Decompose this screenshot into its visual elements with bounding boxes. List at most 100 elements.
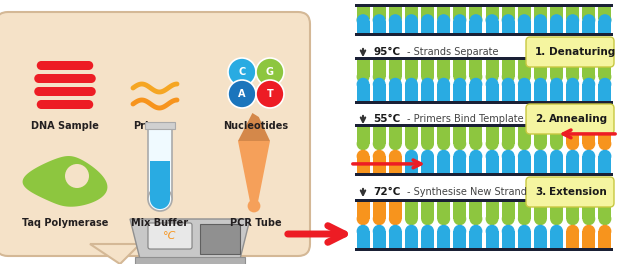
Bar: [534, 156, 547, 173]
Circle shape: [598, 212, 611, 225]
Circle shape: [228, 80, 256, 108]
Circle shape: [356, 70, 370, 83]
Bar: [437, 21, 450, 33]
Bar: [38, 87, 91, 96]
Bar: [485, 7, 498, 19]
Circle shape: [534, 212, 547, 225]
Text: PCR Tube: PCR Tube: [230, 218, 282, 228]
FancyBboxPatch shape: [0, 12, 310, 256]
Bar: [356, 60, 370, 77]
Bar: [534, 231, 547, 248]
Circle shape: [453, 14, 466, 27]
Bar: [485, 127, 498, 144]
Circle shape: [469, 70, 482, 83]
Circle shape: [550, 212, 563, 225]
Bar: [598, 84, 611, 101]
Bar: [550, 60, 563, 77]
Circle shape: [256, 58, 284, 86]
Text: Primers: Primers: [134, 121, 176, 131]
Circle shape: [437, 78, 450, 91]
Bar: [598, 60, 611, 77]
Text: DNA Sample: DNA Sample: [31, 121, 99, 131]
Circle shape: [356, 78, 370, 91]
Circle shape: [485, 70, 498, 83]
Bar: [502, 156, 515, 173]
Bar: [405, 156, 418, 173]
Circle shape: [566, 225, 579, 238]
Text: T: T: [267, 89, 273, 99]
Text: 95°C: 95°C: [373, 47, 400, 57]
Text: Mix Buffer: Mix Buffer: [131, 218, 188, 228]
Bar: [453, 60, 466, 77]
Text: Denaturing: Denaturing: [549, 47, 615, 57]
Circle shape: [421, 150, 434, 163]
Bar: [550, 7, 563, 19]
Circle shape: [582, 78, 595, 91]
Bar: [453, 202, 466, 219]
Bar: [355, 173, 613, 176]
Circle shape: [453, 150, 466, 163]
Circle shape: [598, 225, 611, 238]
Text: A: A: [238, 89, 246, 99]
Circle shape: [421, 70, 434, 83]
Circle shape: [373, 137, 386, 150]
Text: 2.: 2.: [535, 114, 546, 124]
Bar: [405, 84, 418, 101]
Bar: [356, 7, 370, 19]
Bar: [389, 202, 402, 219]
Bar: [437, 84, 450, 101]
Bar: [518, 60, 531, 77]
Circle shape: [389, 150, 402, 163]
Circle shape: [373, 78, 386, 91]
Bar: [421, 7, 434, 19]
Bar: [135, 257, 245, 264]
Bar: [200, 224, 240, 254]
Polygon shape: [22, 156, 107, 207]
Bar: [518, 21, 531, 33]
Bar: [356, 21, 370, 33]
Circle shape: [405, 14, 418, 27]
Bar: [355, 199, 613, 202]
Bar: [148, 129, 172, 199]
Circle shape: [598, 137, 611, 150]
Circle shape: [373, 70, 386, 83]
Bar: [421, 21, 434, 33]
Bar: [437, 127, 450, 144]
Circle shape: [356, 225, 370, 238]
Bar: [437, 202, 450, 219]
Bar: [582, 156, 595, 173]
Circle shape: [421, 78, 434, 91]
Text: - Synthesise New Strand: - Synthesise New Strand: [407, 187, 527, 197]
Circle shape: [37, 100, 46, 109]
Bar: [534, 202, 547, 219]
Bar: [373, 84, 386, 101]
Bar: [598, 156, 611, 173]
Bar: [469, 127, 482, 144]
Bar: [518, 202, 531, 219]
Bar: [485, 84, 498, 101]
Bar: [355, 101, 613, 104]
Circle shape: [518, 150, 531, 163]
Bar: [502, 7, 515, 19]
Bar: [566, 7, 579, 19]
Polygon shape: [238, 113, 270, 141]
Bar: [566, 156, 579, 173]
Circle shape: [373, 150, 386, 163]
Circle shape: [421, 13, 434, 26]
Circle shape: [469, 137, 482, 150]
Bar: [355, 124, 613, 127]
Bar: [469, 60, 482, 77]
Circle shape: [87, 87, 95, 96]
Bar: [518, 84, 531, 101]
Circle shape: [405, 225, 418, 238]
Text: Extension: Extension: [549, 187, 607, 197]
Circle shape: [518, 212, 531, 225]
Circle shape: [582, 212, 595, 225]
Circle shape: [534, 70, 547, 83]
Circle shape: [502, 137, 515, 150]
Circle shape: [437, 150, 450, 163]
Circle shape: [485, 78, 498, 91]
Bar: [502, 127, 515, 144]
Bar: [373, 7, 386, 19]
Circle shape: [502, 212, 515, 225]
